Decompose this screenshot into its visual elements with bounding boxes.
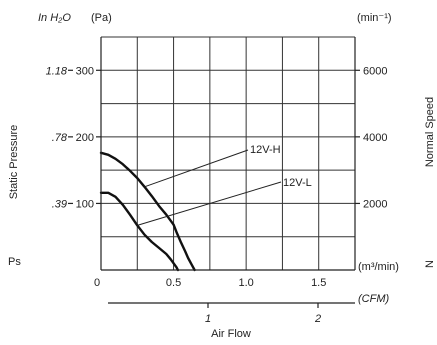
x-tick-label-cfm: 1 xyxy=(205,313,211,325)
pressure-unit-pa: (Pa) xyxy=(91,12,112,24)
y-tick-label-inh2o: .39 xyxy=(52,198,67,210)
x-tick-label-cfm: 2 xyxy=(314,313,321,325)
series-line-12v-h xyxy=(99,151,196,272)
series-leader-line xyxy=(137,181,282,226)
x-unit-cfm: (CFM) xyxy=(358,293,389,305)
x-tick-label-m3: 1.0 xyxy=(238,277,253,289)
x-unit-m3: (m³/min) xyxy=(358,261,399,273)
speed-unit: (min⁻¹) xyxy=(357,12,392,24)
grid xyxy=(101,36,355,270)
y-axis-symbol-right: N xyxy=(424,260,436,268)
x-tick-label-m3: 1.5 xyxy=(311,277,326,289)
y-tick-label-pa: 300 xyxy=(76,65,94,77)
x-tick-label-m3: 0 xyxy=(94,277,100,289)
y-axis-symbol-left: Ps xyxy=(8,256,21,268)
y-tick-label-speed: 4000 xyxy=(363,132,387,144)
y-tick-label-inh2o: 1.18 xyxy=(46,65,68,77)
pressure-unit-inh2o: In H₂O xyxy=(38,12,71,24)
axes: 100 .39 200 .78 300 1.18 2000 4000 6000 0 0.5 1.0 1.… xyxy=(46,37,387,325)
y-axis-title-right: Normal Speed xyxy=(424,97,436,167)
y-tick-label-speed: 2000 xyxy=(363,198,387,210)
curves: 12V-H 12V-L xyxy=(99,144,312,272)
y-tick-label-pa: 100 xyxy=(76,198,94,210)
y-axis-title-left: Static Pressure xyxy=(8,125,20,200)
y-tick-label-speed: 6000 xyxy=(363,65,387,77)
series-leader-line xyxy=(144,149,249,188)
y-tick-label-pa: 200 xyxy=(76,132,94,144)
series-label: 12V-H xyxy=(250,144,281,156)
y-tick-label-inh2o: .78 xyxy=(52,132,68,144)
series-label: 12V-L xyxy=(283,177,312,189)
x-tick-label-m3: 0.5 xyxy=(166,277,181,289)
x-axis-title: Air Flow xyxy=(211,328,251,340)
series-line-12v-l xyxy=(99,191,180,272)
